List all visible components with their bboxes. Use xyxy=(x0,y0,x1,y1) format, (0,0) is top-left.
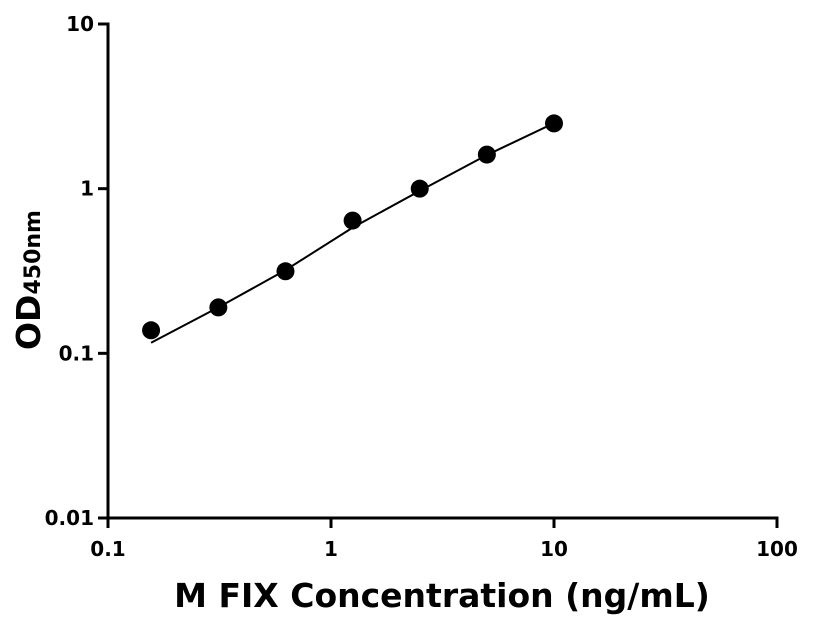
x-tick-label: 1 xyxy=(324,537,338,561)
y-axis-title-subscript: 450nm xyxy=(21,210,46,295)
x-axis-title: M FIX Concentration (ng/mL) xyxy=(174,576,710,615)
data-point xyxy=(276,262,295,281)
data-point xyxy=(477,145,496,164)
data-point xyxy=(142,321,161,340)
x-tick-label: 100 xyxy=(756,537,798,561)
data-point xyxy=(209,298,228,317)
y-axis-title-main: OD xyxy=(9,295,48,350)
y-axis-title: OD450nm xyxy=(9,210,48,350)
y-tick-label: 1 xyxy=(80,177,94,201)
y-tick-label: 0.01 xyxy=(45,506,94,530)
y-tick-label: 10 xyxy=(66,12,94,36)
data-point xyxy=(343,211,362,230)
x-tick-label: 10 xyxy=(540,537,568,561)
y-tick-label: 0.1 xyxy=(59,341,94,365)
data-point xyxy=(410,179,429,198)
data-point xyxy=(545,114,563,133)
x-tick-label: 0.1 xyxy=(90,537,125,561)
